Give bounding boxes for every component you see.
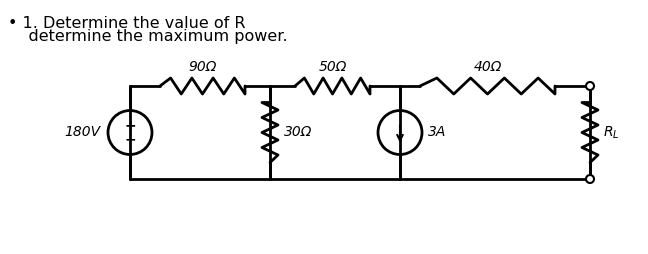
Text: 50Ω: 50Ω: [318, 60, 347, 74]
Text: L: L: [613, 131, 618, 140]
Text: 180V: 180V: [64, 125, 100, 139]
Text: 40Ω: 40Ω: [473, 60, 502, 74]
Text: 90Ω: 90Ω: [189, 60, 216, 74]
Text: 3A: 3A: [428, 125, 446, 139]
Text: +: +: [124, 119, 136, 134]
Text: determine the maximum power.: determine the maximum power.: [8, 29, 288, 44]
Circle shape: [586, 175, 594, 183]
Text: 30Ω: 30Ω: [284, 125, 312, 139]
Circle shape: [586, 82, 594, 90]
Text: • 1. Determine the value of R: • 1. Determine the value of R: [8, 16, 246, 31]
Text: R: R: [604, 125, 614, 139]
Text: −: −: [124, 133, 136, 147]
